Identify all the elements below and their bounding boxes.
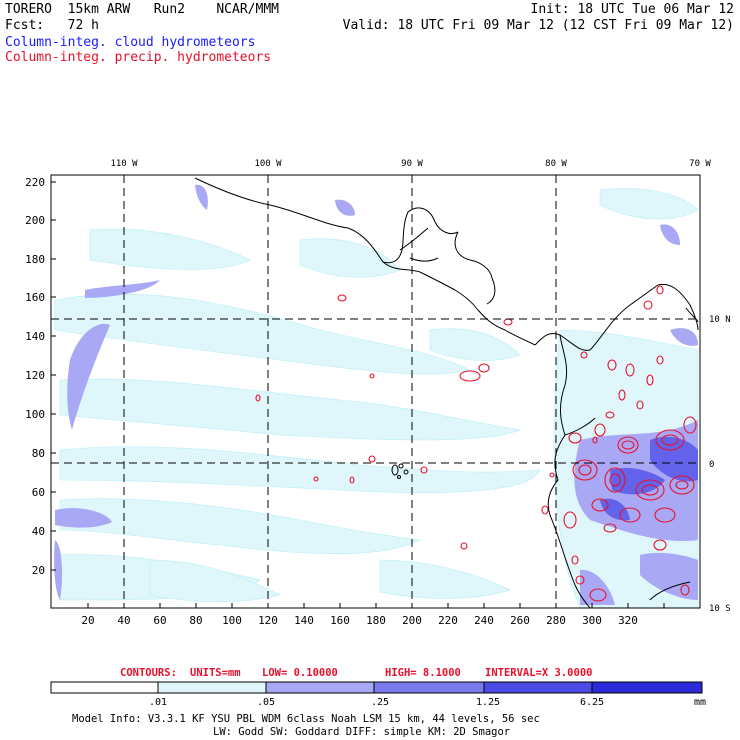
model-info-line2: LW: Godd SW: Goddard DIFF: simple KM: 2D… <box>213 726 510 738</box>
model-info-line1: Model Info: V3.3.1 KF YSU PBL WDM 6class… <box>72 713 540 725</box>
lat-label: 10 N <box>709 315 731 325</box>
contour-info: CONTOURS: UNITS=mm LOW= 0.10000 HIGH= 8.… <box>120 667 592 679</box>
colorbar-swatch <box>592 682 702 693</box>
x-tick: 320 <box>618 614 638 627</box>
model-org: NCAR/MMM <box>216 2 279 17</box>
lon-labels: 110 W 100 W 90 W 80 W 70 W <box>110 159 711 169</box>
x-tick: 60 <box>153 614 166 627</box>
y-tick: 160 <box>25 291 45 304</box>
lat-label: 0 <box>709 460 714 470</box>
y-tick: 20 <box>32 564 45 577</box>
precip-contours <box>255 285 697 602</box>
x-tick: 20 <box>81 614 94 627</box>
header-model: TORERO 15km ARW Run2 NCAR/MMM <box>5 2 279 17</box>
x-tick: 300 <box>582 614 602 627</box>
lon-label: 90 W <box>401 159 423 169</box>
fcst-value: 72 h <box>67 18 99 33</box>
forecast-hour: Fcst: 72 h <box>5 18 99 33</box>
lat-label: 10 S <box>709 604 731 614</box>
x-tick: 200 <box>402 614 422 627</box>
model-resolution: 15km ARW <box>67 2 131 17</box>
lon-label: 80 W <box>545 159 567 169</box>
x-tick: 140 <box>294 614 314 627</box>
x-tick: 160 <box>330 614 350 627</box>
y-tick: 40 <box>32 525 45 538</box>
x-tick: 120 <box>258 614 278 627</box>
x-tick: 280 <box>546 614 566 627</box>
colorbar-swatch <box>158 682 266 693</box>
x-tick: 40 <box>117 614 130 627</box>
y-tick: 60 <box>32 486 45 499</box>
map-field <box>51 175 700 608</box>
init-time: Init: 18 UTC Tue 06 Mar 12 <box>530 2 735 17</box>
y-tick: 80 <box>32 447 45 460</box>
x-grid-labels: 20 40 60 80 100 120 140 160 180 200 220 … <box>81 614 638 627</box>
colorbar-label: 6.25 <box>580 697 604 708</box>
y-tick: 100 <box>25 408 45 421</box>
x-tick: 100 <box>222 614 242 627</box>
colorbar-label: .01 <box>149 697 167 708</box>
x-tick: 260 <box>510 614 530 627</box>
galapagos-islands <box>391 463 409 479</box>
colorbar-swatch <box>266 682 374 693</box>
y-tick: 220 <box>25 176 45 189</box>
colorbar-swatch <box>484 682 592 693</box>
x-tick: 80 <box>189 614 202 627</box>
contour-units: UNITS=mm <box>190 667 241 679</box>
lon-label: 70 W <box>689 159 711 169</box>
x-tick: 220 <box>438 614 458 627</box>
x-tick: 180 <box>366 614 386 627</box>
tick-marks <box>51 181 665 608</box>
coastlines <box>194 177 699 608</box>
colorbar-label: 1.25 <box>476 697 500 708</box>
y-tick: 140 <box>25 330 45 343</box>
colorbar-unit: mm <box>694 697 706 708</box>
x-tick: 240 <box>474 614 494 627</box>
colorbar-label: .05 <box>257 697 275 708</box>
field-precip-label: Column-integ. precip. hydrometeors <box>5 50 272 65</box>
colorbar-label: .25 <box>371 697 389 708</box>
colorbar-swatch <box>51 682 158 693</box>
y-tick: 120 <box>25 369 45 382</box>
contour-high: HIGH= 8.1000 <box>385 667 461 679</box>
lat-labels: 10 N 0 10 S <box>709 315 731 614</box>
lon-label: 110 W <box>110 159 138 169</box>
graticule <box>51 175 700 608</box>
y-tick: 180 <box>25 253 45 266</box>
colorbar-swatch <box>374 682 484 693</box>
fcst-label: Fcst: <box>5 18 45 33</box>
contour-label: CONTOURS: <box>120 667 177 679</box>
lon-label: 100 W <box>254 159 282 169</box>
y-grid-labels: 220 200 180 160 140 120 100 80 60 40 20 <box>25 176 45 577</box>
field-cloud-label: Column-integ. cloud hydrometeors <box>5 35 256 50</box>
model-name: TORERO <box>5 2 52 17</box>
model-run: Run2 <box>153 2 186 17</box>
colorbar: .01 .05 .25 1.25 6.25 mm <box>50 681 706 708</box>
contour-low: LOW= 0.10000 <box>262 667 338 679</box>
model-info: Model Info: V3.3.1 KF YSU PBL WDM 6class… <box>72 713 540 738</box>
contour-interval: INTERVAL=X 3.0000 <box>485 667 592 679</box>
y-tick: 200 <box>25 214 45 227</box>
valid-time: Valid: 18 UTC Fri 09 Mar 12 (12 CST Fri … <box>342 18 734 33</box>
